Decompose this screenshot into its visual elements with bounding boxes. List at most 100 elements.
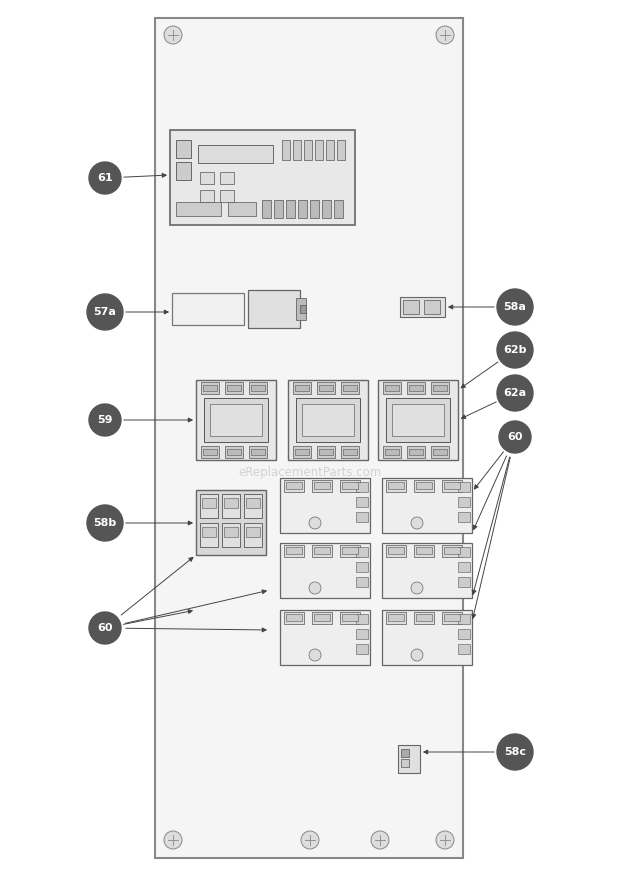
Bar <box>342 547 358 554</box>
Bar <box>317 382 335 394</box>
Bar <box>382 478 472 533</box>
Bar <box>296 398 360 442</box>
Bar <box>442 612 462 624</box>
Bar <box>458 512 470 522</box>
Bar <box>326 140 334 160</box>
Bar <box>302 404 354 436</box>
Bar <box>458 482 470 492</box>
Bar <box>280 610 370 665</box>
Bar <box>286 482 302 489</box>
Bar <box>280 543 370 598</box>
Bar <box>382 543 472 598</box>
Bar <box>340 612 360 624</box>
Bar <box>442 545 462 557</box>
Bar <box>284 480 304 492</box>
Bar <box>246 527 260 537</box>
Bar <box>314 547 330 554</box>
Bar <box>244 494 262 518</box>
Bar <box>295 385 309 391</box>
Bar <box>356 482 368 492</box>
Bar <box>392 404 444 436</box>
Bar <box>228 202 256 216</box>
Bar <box>286 614 302 621</box>
Bar <box>343 449 357 455</box>
Bar <box>251 385 265 391</box>
Bar <box>356 547 368 557</box>
Circle shape <box>497 332 533 368</box>
Text: 57a: 57a <box>94 307 117 317</box>
Bar <box>458 577 470 587</box>
Bar <box>249 446 267 458</box>
Bar <box>414 545 434 557</box>
Circle shape <box>497 734 533 770</box>
Bar <box>458 547 470 557</box>
Bar <box>388 482 404 489</box>
Bar <box>340 480 360 492</box>
Bar <box>284 545 304 557</box>
Bar <box>198 145 273 163</box>
Bar <box>385 385 399 391</box>
Bar <box>220 190 234 202</box>
Bar <box>310 200 319 218</box>
Bar <box>416 614 432 621</box>
Bar <box>286 200 295 218</box>
Bar <box>444 482 460 489</box>
Bar <box>176 140 191 158</box>
Text: 60: 60 <box>507 432 523 442</box>
Bar <box>293 382 311 394</box>
Bar <box>225 446 243 458</box>
Bar <box>298 200 307 218</box>
Bar <box>176 162 191 180</box>
Bar <box>356 497 368 507</box>
Text: 62a: 62a <box>503 388 526 398</box>
Bar <box>262 200 271 218</box>
Bar <box>356 512 368 522</box>
Bar <box>319 385 333 391</box>
Bar <box>458 629 470 639</box>
Bar <box>383 446 401 458</box>
Bar <box>172 293 244 325</box>
Text: 58a: 58a <box>503 302 526 312</box>
Circle shape <box>499 421 531 453</box>
Circle shape <box>371 831 389 849</box>
Bar <box>414 480 434 492</box>
Bar <box>317 446 335 458</box>
Bar <box>444 547 460 554</box>
Bar <box>176 202 221 216</box>
Bar <box>288 380 368 460</box>
Circle shape <box>411 582 423 594</box>
Bar <box>203 385 217 391</box>
Bar <box>409 449 423 455</box>
Bar <box>407 446 425 458</box>
Bar <box>224 527 238 537</box>
Circle shape <box>411 517 423 529</box>
Bar <box>458 562 470 572</box>
Bar <box>386 398 450 442</box>
Bar <box>222 494 240 518</box>
Bar <box>220 172 234 184</box>
Bar <box>201 382 219 394</box>
Text: 60: 60 <box>97 623 113 633</box>
Bar <box>304 140 312 160</box>
Circle shape <box>411 649 423 661</box>
Bar <box>401 759 409 767</box>
Bar <box>356 614 368 624</box>
Bar <box>341 382 359 394</box>
Text: 58b: 58b <box>94 518 117 528</box>
Bar <box>203 449 217 455</box>
Bar <box>315 140 323 160</box>
Bar <box>388 547 404 554</box>
Text: eReplacementParts.com: eReplacementParts.com <box>238 467 382 479</box>
Circle shape <box>164 26 182 44</box>
Circle shape <box>436 831 454 849</box>
Bar <box>284 612 304 624</box>
Circle shape <box>309 517 321 529</box>
Bar <box>312 612 332 624</box>
Bar <box>433 385 447 391</box>
Circle shape <box>497 375 533 411</box>
Circle shape <box>89 162 121 194</box>
Circle shape <box>87 294 123 330</box>
Bar <box>337 140 345 160</box>
Bar <box>200 494 218 518</box>
Bar <box>222 523 240 547</box>
